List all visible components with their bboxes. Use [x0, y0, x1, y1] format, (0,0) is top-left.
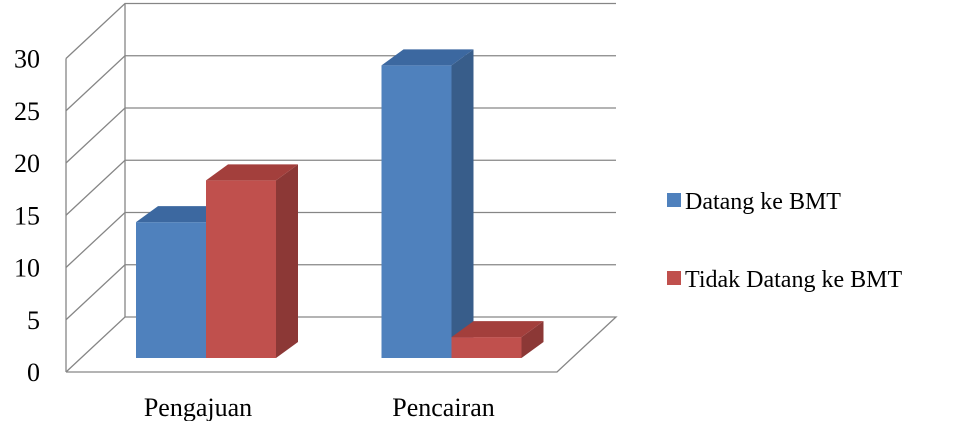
legend-label: Datang ke BMT: [685, 189, 841, 215]
y-tick-label: 25: [14, 97, 40, 126]
gridline: [66, 160, 616, 215]
legend: Datang ke BMT Tidak Datang ke BMT: [667, 189, 902, 293]
y-axis-tick-labels: 0 5 10 15 20 25 30: [14, 45, 40, 388]
legend-label: Tidak Datang ke BMT: [685, 267, 902, 293]
bar-front: [382, 65, 452, 358]
y-tick-label: 30: [14, 45, 40, 74]
x-tick-label: Pengajuan: [144, 393, 252, 421]
legend-item: Tidak Datang ke BMT: [667, 267, 902, 293]
bar-side: [452, 49, 474, 358]
legend-item: Datang ke BMT: [667, 189, 841, 215]
y-tick-label: 5: [27, 306, 40, 335]
y-tick-label: 20: [14, 149, 40, 178]
legend-swatch: [667, 193, 681, 207]
gridline: [66, 108, 616, 163]
legend-swatch: [667, 271, 681, 285]
bars: [136, 49, 544, 358]
y-tick-label: 15: [14, 201, 40, 230]
bar-front: [136, 222, 206, 358]
bar: [382, 49, 474, 358]
bar: [206, 164, 298, 358]
gridline: [66, 56, 616, 111]
y-tick-label: 10: [14, 254, 40, 283]
bar-front: [452, 337, 522, 358]
x-axis-tick-labels: Pengajuan Pencairan: [144, 393, 495, 421]
bar-front: [206, 180, 276, 358]
x-tick-label: Pencairan: [392, 393, 495, 421]
gridline: [66, 4, 616, 59]
bar-side: [276, 164, 298, 358]
y-tick-label: 0: [27, 358, 40, 387]
